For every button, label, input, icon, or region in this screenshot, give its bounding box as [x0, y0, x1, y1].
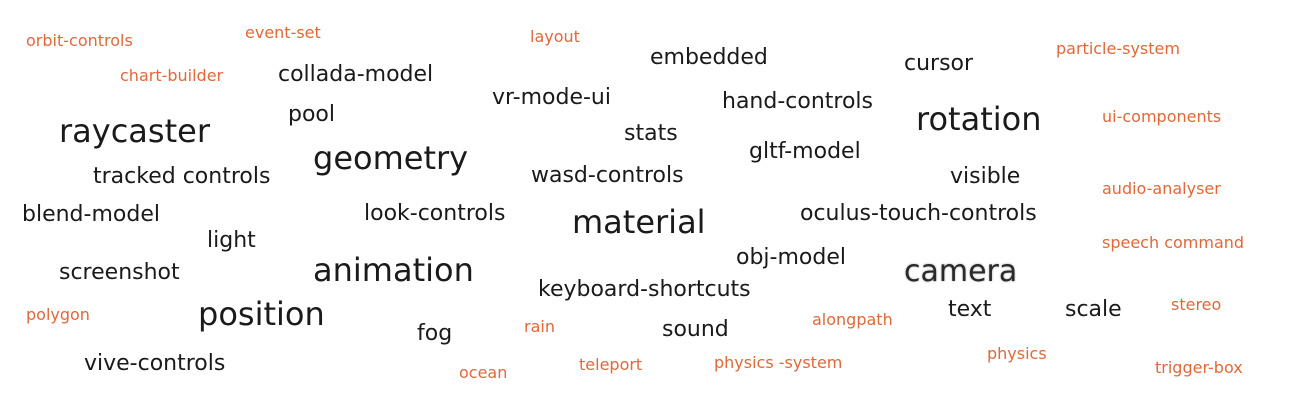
word-rain: rain — [524, 317, 555, 336]
word-wasd-controls: wasd-controls — [531, 163, 684, 188]
word-orbit-controls: orbit-controls — [26, 31, 133, 50]
word-trigger-box: trigger-box — [1155, 358, 1243, 377]
word-layout: layout — [530, 27, 580, 46]
word-scale: scale — [1065, 297, 1122, 322]
word-obj-model: obj-model — [736, 245, 846, 270]
word-tracked-controls: tracked controls — [93, 164, 271, 189]
word-alongpath: alongpath — [812, 310, 893, 329]
word-stereo: stereo — [1171, 295, 1222, 314]
word-collada-model: collada-model — [278, 62, 434, 87]
word-rotation: rotation — [916, 100, 1042, 138]
word-teleport: teleport — [579, 355, 643, 374]
word-keyboard-shortcuts: keyboard-shortcuts — [538, 277, 751, 302]
word-embedded: embedded — [650, 45, 768, 70]
word-camera: camera — [904, 254, 1018, 289]
word-polygon: polygon — [26, 305, 90, 324]
word-physics-system: physics -system — [714, 353, 843, 372]
word-speech-command: speech command — [1102, 233, 1245, 252]
word-light: light — [207, 228, 256, 253]
word-fog: fog — [417, 321, 453, 346]
word-animation: animation — [313, 251, 474, 289]
word-sound: sound — [662, 317, 729, 342]
word-visible: visible — [950, 164, 1021, 189]
word-ui-components: ui-components — [1102, 107, 1222, 126]
word-position: position — [198, 295, 325, 333]
word-oculus-touch-controls: oculus-touch-controls — [800, 201, 1037, 226]
word-physics: physics — [987, 344, 1047, 363]
word-chart-builder: chart-builder — [120, 66, 224, 85]
word-blend-model: blend-model — [22, 202, 160, 227]
word-hand-controls: hand-controls — [722, 89, 873, 114]
word-look-controls: look-controls — [364, 201, 506, 226]
word-text: text — [948, 297, 992, 322]
word-material: material — [572, 203, 706, 241]
word-event-set: event-set — [245, 23, 321, 42]
word-geometry: geometry — [313, 139, 469, 177]
word-pool: pool — [288, 102, 335, 127]
word-gltf-model: gltf-model — [749, 139, 861, 164]
word-screenshot: screenshot — [59, 260, 180, 285]
word-vr-mode-ui: vr-mode-ui — [492, 85, 611, 110]
word-ocean: ocean — [459, 363, 508, 382]
word-particle-system: particle-system — [1056, 39, 1180, 58]
word-cursor: cursor — [904, 51, 974, 76]
word-audio-analyser: audio-analyser — [1102, 179, 1221, 198]
word-stats: stats — [624, 121, 678, 146]
word-raycaster: raycaster — [59, 112, 210, 150]
word-vive-controls: vive-controls — [84, 351, 226, 376]
